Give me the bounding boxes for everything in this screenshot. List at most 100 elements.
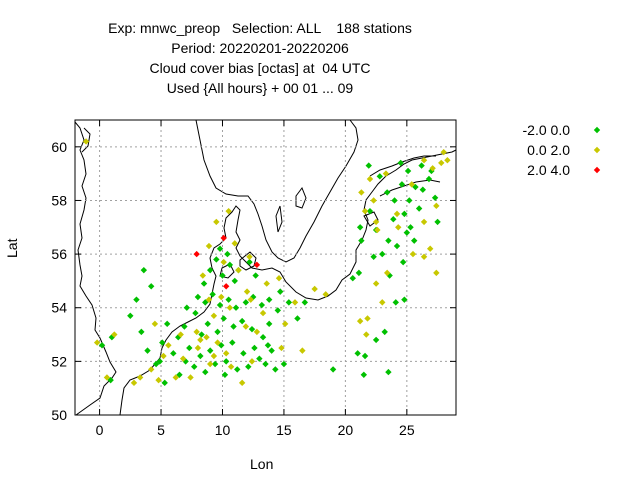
data-point [213, 256, 220, 263]
data-point [419, 186, 427, 193]
data-point [383, 269, 391, 277]
data-point [194, 344, 202, 352]
data-point [246, 253, 253, 260]
data-point [82, 138, 90, 145]
data-point [425, 175, 433, 183]
data-point [374, 226, 381, 234]
data-point [438, 159, 445, 167]
data-point [216, 301, 224, 309]
title-line-2: Period: 20220201-20220206 [171, 40, 349, 56]
data-point [179, 355, 187, 362]
data-point [248, 325, 256, 333]
data-point [221, 371, 229, 378]
data-point [404, 167, 412, 175]
data-point [246, 258, 253, 266]
x-tick-label: 5 [157, 422, 165, 438]
data-point [291, 299, 299, 306]
data-point [253, 328, 261, 336]
data-point [393, 210, 401, 218]
data-point [372, 280, 380, 287]
data-point [264, 342, 272, 349]
coastline-gotland [295, 186, 307, 209]
data-point [365, 162, 372, 169]
data-point [220, 315, 227, 322]
data-point [186, 344, 193, 352]
data-point [434, 218, 441, 226]
coastline-scandinavia [195, 119, 359, 263]
data-point [231, 240, 238, 247]
data-point [397, 159, 404, 167]
data-point [127, 312, 134, 319]
data-point [206, 347, 214, 354]
data-point [322, 291, 329, 298]
data-point [226, 304, 234, 311]
data-point [358, 189, 365, 196]
data-point [144, 347, 151, 354]
data-point [379, 250, 386, 258]
data-point [263, 280, 270, 287]
data-point [242, 323, 250, 330]
data-point [222, 350, 230, 357]
data-point [229, 339, 236, 346]
data-point [197, 352, 204, 360]
data-point [383, 189, 391, 196]
data-point [140, 266, 148, 274]
data-point [301, 299, 309, 306]
data-point [218, 293, 225, 301]
data-point [238, 379, 246, 387]
data-point [407, 224, 414, 231]
data-point [234, 366, 241, 373]
data-point [200, 280, 208, 287]
data-point [329, 366, 337, 373]
data-point [165, 342, 172, 349]
data-point [382, 170, 390, 177]
data-point [203, 334, 210, 341]
data-point [177, 331, 184, 338]
data-point [211, 360, 219, 368]
data-point [230, 323, 237, 330]
data-point [183, 304, 191, 311]
data-point [111, 331, 118, 338]
data-point [379, 299, 386, 306]
data-point [238, 317, 246, 325]
data-point [193, 250, 200, 258]
data-point [265, 320, 273, 328]
data-point [440, 148, 447, 156]
data-point [130, 379, 138, 387]
data-point [136, 374, 144, 381]
data-point [281, 320, 289, 328]
data-point [170, 350, 177, 357]
x-tick-label: 20 [338, 422, 354, 438]
coastline-zealand [239, 251, 257, 271]
data-point [247, 296, 254, 303]
legend-marker [593, 146, 601, 154]
data-point [364, 315, 371, 322]
data-point [420, 253, 428, 260]
title-line-3: Cloud cover bias [octas] at 04 UTC [149, 60, 371, 76]
data-point [206, 360, 214, 368]
data-point [161, 379, 168, 387]
data-point [398, 181, 406, 188]
data-point [370, 197, 377, 204]
data-point [355, 269, 363, 277]
data-point [103, 374, 111, 381]
data-point [431, 194, 439, 201]
data-point [209, 291, 216, 298]
data-point [392, 299, 399, 306]
x-tick-label: 10 [215, 422, 231, 438]
data-point [385, 368, 392, 376]
legend-label: 0.0 2.0 [527, 142, 570, 158]
data-point [366, 175, 374, 183]
data-point [216, 245, 224, 252]
data-point [401, 296, 408, 303]
data-point [390, 216, 397, 223]
data-point [299, 347, 306, 354]
coastline-continent [119, 149, 457, 416]
title-line-4: Used {All hours} + 00 01 ... 09 [166, 80, 354, 96]
data-point [231, 277, 238, 285]
data-point [148, 366, 155, 373]
data-point [366, 207, 374, 215]
y-tick-label: 58 [51, 192, 67, 208]
data-point [311, 285, 318, 293]
